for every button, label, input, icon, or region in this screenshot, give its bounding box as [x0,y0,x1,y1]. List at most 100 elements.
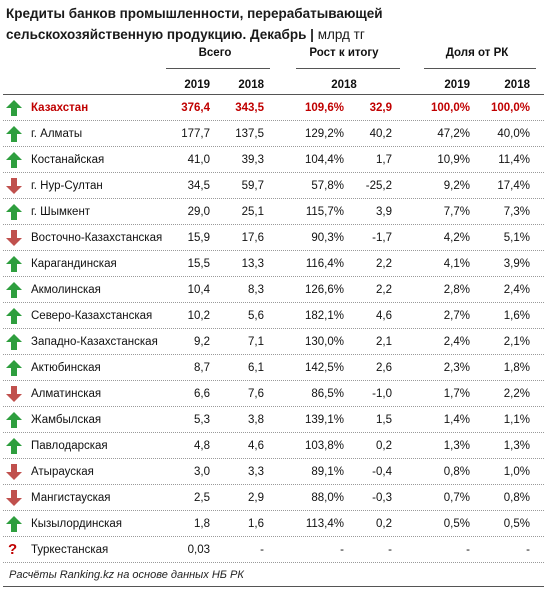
share-2018: 40,0% [497,128,530,140]
row-separator [3,328,544,329]
arrow-up-icon [6,334,22,350]
table-row: Восточно-Казахстанская 15,9 17,6 90,3% -1,7 4… [0,225,547,251]
table-row: Акмолинская 10,4 8,3 126,6% 2,2 2,8% 2,4% [0,277,547,303]
share-2018: 2,1% [503,336,530,348]
region-name: Мангистауская [31,492,111,504]
region-name: Западно-Казахстанская [31,336,158,348]
arrow-up-icon [6,256,22,272]
growth-diff: -1,0 [372,388,392,400]
growth-percent: 142,5% [304,362,344,374]
value-2018: 13,3 [241,258,264,270]
growth-diff: 0,2 [376,440,392,452]
share-2019: 2,7% [443,310,470,322]
value-2018: 39,3 [241,154,264,166]
header-growth-rule [296,68,400,69]
share-2018: 3,9% [503,258,530,270]
value-2018: 59,7 [241,180,264,192]
growth-percent: 86,5% [311,388,344,400]
page-title: Кредиты банков промышленности, перерабат… [6,3,541,45]
row-separator [3,536,544,537]
share-2019: 2,3% [443,362,470,374]
value-2019: 0,03 [187,544,210,556]
arrow-up-icon [6,282,22,298]
region-name: Жамбылская [31,414,102,426]
header-share-2018: 2018 [504,79,530,91]
value-2019: 41,0 [187,154,210,166]
growth-percent: 129,2% [304,128,344,140]
row-separator [3,380,544,381]
region-name: г. Алматы [31,128,83,140]
table-row: Алматинская 6,6 7,6 86,5% -1,0 1,7% 2,2% [0,381,547,407]
growth-percent: 103,8% [304,440,344,452]
region-name: Павлодарская [31,440,108,452]
growth-diff: 2,1 [376,336,392,348]
table-row: Казахстан 376,4 343,5 109,6% 32,9 100,0% 100,0… [0,95,547,121]
arrow-up-icon [6,126,22,142]
arrow-up-icon [6,204,22,220]
region-name: Северо-Казахстанская [31,310,153,322]
arrow-up-icon [6,516,22,532]
growth-diff: 1,5 [376,414,392,426]
region-name: Актюбинская [31,362,101,374]
growth-percent: 89,1% [311,466,344,478]
table-row: Жамбылская 5,3 3,8 139,1% 1,5 1,4% 1,1% [0,407,547,433]
share-2018: 1,1% [503,414,530,426]
row-separator [3,146,544,147]
value-2018: 6,1 [248,362,264,374]
value-2019: 3,0 [194,466,210,478]
header-year-2019: 2019 [184,79,210,91]
value-2019: 15,9 [187,232,210,244]
value-2019: 10,2 [187,310,210,322]
arrow-up-icon [6,308,22,324]
value-2018: 7,1 [248,336,264,348]
growth-diff: -0,4 [372,466,392,478]
footer-note: Расчёты Ranking.kz на основе данных НБ Р… [9,569,244,581]
table-row: г. Шымкент 29,0 25,1 115,7% 3,9 7,7% 7,3% [0,199,547,225]
value-2018: 3,8 [248,414,264,426]
table-row: Северо-Казахстанская 10,2 5,6 182,1% 4,6 2,7%… [0,303,547,329]
growth-percent: 116,4% [305,258,344,270]
share-2018: 1,6% [503,310,530,322]
value-2019: 177,7 [181,128,210,140]
title-unit: млрд тг [317,27,365,42]
share-2018: 11,4% [498,154,530,166]
row-separator [3,198,544,199]
row-separator [3,224,544,225]
region-name: г. Шымкент [31,206,91,218]
share-2019: 1,7% [443,388,470,400]
value-2019: 29,0 [187,206,210,218]
region-name: Костанайская [31,154,105,166]
growth-percent: 109,6% [304,102,344,114]
share-2018: 100,0% [490,102,530,114]
arrow-up-icon [6,438,22,454]
header-year-2018: 2018 [238,79,264,91]
region-name: Алматинская [31,388,102,400]
growth-diff: -0,3 [372,492,392,504]
growth-percent: 115,7% [305,206,344,218]
share-2018: 1,8% [503,362,530,374]
growth-diff: 32,9 [369,102,392,114]
share-2019: 1,4% [443,414,470,426]
value-2018: 137,5 [235,128,264,140]
table-row: Костанайская 41,0 39,3 104,4% 1,7 10,9% 11,4% [0,147,547,173]
region-name: Восточно-Казахстанская [31,232,163,244]
arrow-down-icon [6,230,22,246]
question-mark-icon: ? [8,541,18,558]
header-share-rule [424,68,536,69]
row-separator [3,302,544,303]
row-separator [3,458,544,459]
share-2018: 7,3% [503,206,530,218]
header-separator [3,94,544,95]
table-row: г. Нур-Султан 34,5 59,7 57,8% -25,2 9,2% 17,4% [0,173,547,199]
table-row: Западно-Казахстанская 9,2 7,1 130,0% 2,1 2,4%… [0,329,547,355]
value-2018: 1,6 [248,518,264,530]
value-2018: 4,6 [248,440,264,452]
value-2019: 1,8 [194,518,210,530]
arrow-down-icon [6,178,22,194]
table-row: ? Туркестанская 0,03 - - - - - [0,537,547,563]
value-2018: - [260,544,264,556]
value-2018: 17,6 [241,232,264,244]
title-text: Кредиты банков промышленности, перерабат… [6,6,383,42]
footer-rule [3,586,544,587]
value-2018: 7,6 [248,388,264,400]
